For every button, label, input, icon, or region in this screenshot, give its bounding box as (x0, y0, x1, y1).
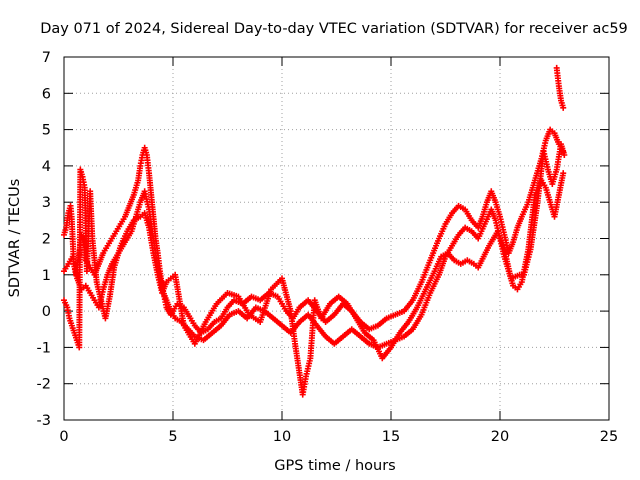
data-point (561, 152, 568, 159)
y-tick-label: 6 (42, 86, 51, 102)
chart-title: Day 071 of 2024, Sidereal Day-to-day VTE… (40, 21, 628, 37)
y-tick-labels: -3 -2 -1 0 1 2 3 4 5 6 7 (37, 50, 51, 429)
data-point (560, 104, 567, 111)
y-tick-label: 4 (42, 159, 51, 175)
y-tick-label: 5 (42, 123, 51, 139)
data-point (560, 170, 567, 177)
y-tick-label: 1 (42, 268, 51, 284)
y-tick-label: 2 (42, 232, 51, 248)
y-tick-label: -2 (37, 377, 51, 393)
x-tick-label: 15 (382, 429, 400, 445)
x-tick-label: 20 (491, 429, 509, 445)
tick-layer (63, 56, 610, 421)
x-tick-labels: 0 5 10 15 20 25 (59, 429, 618, 445)
y-tick-label: 7 (42, 50, 51, 66)
x-tick-label: 0 (59, 429, 68, 445)
data-points-layer (61, 64, 568, 398)
x-axis-label: GPS time / hours (274, 458, 395, 474)
y-tick-label: 3 (42, 195, 51, 211)
y-axis-label: SDTVAR / TECUs (7, 179, 23, 298)
y-tick-label: -1 (37, 340, 51, 356)
x-tick-label: 25 (600, 429, 618, 445)
y-tick-label: 0 (42, 304, 51, 320)
grid-layer (64, 57, 609, 420)
x-tick-label: 10 (273, 429, 291, 445)
x-tick-label: 5 (168, 429, 177, 445)
y-tick-label: -3 (37, 413, 51, 429)
